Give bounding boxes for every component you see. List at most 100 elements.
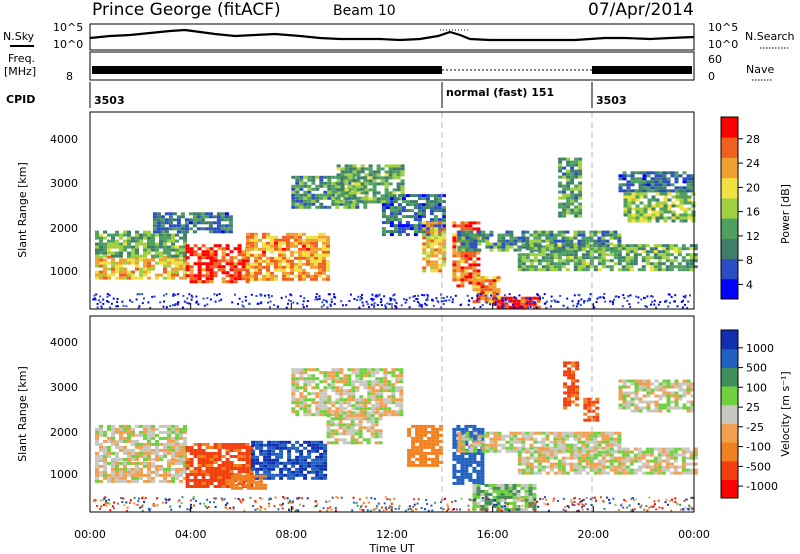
power-echo-cell (452, 272, 457, 276)
velocity-echo-cell (501, 446, 506, 450)
velocity-echo-cell (111, 430, 115, 434)
velocity-echo-cell (171, 451, 175, 455)
power-echo-cell (643, 216, 648, 220)
power-echo-cell (274, 277, 278, 281)
velocity-echo-cell (557, 450, 562, 454)
power-echo-cell (577, 239, 582, 243)
velocity-echo-cell (127, 448, 131, 452)
velocity-echo-cell (537, 465, 542, 469)
power-echo-cell (689, 259, 694, 263)
power-echo-cell (485, 236, 490, 240)
power-noise-cell (674, 294, 677, 297)
velocity-echo-cell (501, 443, 506, 447)
power-echo-cell (364, 179, 369, 183)
power-echo-cell (545, 259, 550, 263)
velocity-echo-cell (366, 438, 371, 442)
power-echo-cell (635, 207, 640, 211)
velocity-echo-cell (327, 386, 332, 390)
power-echo-cell (135, 261, 139, 265)
velocity-echo-cell (355, 407, 360, 411)
velocity-echo-cell (251, 458, 256, 462)
power-echo-cell (143, 248, 147, 252)
power-echo-cell (139, 273, 143, 277)
power-echo-cell (193, 262, 198, 266)
power-echo-cell (617, 262, 622, 266)
power-echo-cell (655, 192, 660, 196)
velocity-echo-cell (532, 486, 537, 490)
velocity-echo-cell (528, 483, 533, 487)
power-echo-cell (163, 251, 167, 255)
velocity-echo-cell (267, 446, 272, 450)
velocity-echo-cell (245, 449, 250, 452)
velocity-echo-cell (167, 427, 171, 431)
power-echo-cell (381, 209, 386, 213)
power-echo-cell (521, 262, 526, 266)
power-echo-cell (653, 247, 658, 251)
power-echo-cell (323, 175, 328, 179)
velocity-echo-cell (225, 473, 230, 476)
velocity-echo-cell (362, 414, 367, 418)
power-echo-cell (476, 291, 481, 295)
power-echo-cell (654, 171, 659, 175)
velocity-echo-cell (338, 432, 343, 436)
power-echo-cell (589, 230, 594, 234)
velocity-echo-cell (549, 453, 554, 457)
velocity-echo-cell (489, 437, 494, 441)
power-echo-cell (340, 188, 345, 192)
velocity-echo-cell (411, 439, 416, 443)
power-echo-cell (505, 239, 510, 243)
velocity-echo-cell (342, 441, 347, 445)
power-echo-cell (298, 268, 302, 272)
velocity-echo-cell (315, 407, 320, 411)
velocity-echo-cell (111, 427, 115, 431)
power-echo-cell (562, 208, 567, 212)
velocity-echo-cell (508, 507, 513, 511)
power-echo-cell (578, 202, 583, 206)
velocity-echo-cell (379, 383, 384, 387)
power-echo-cell (623, 213, 628, 217)
velocity-echo-cell (484, 483, 489, 487)
power-echo-cell (569, 242, 574, 246)
nsky-tick-high: 10^5 (53, 21, 83, 34)
power-echo-cell (655, 210, 660, 214)
velocity-echo-cell (107, 448, 111, 452)
power-echo-cell (441, 200, 446, 204)
power-echo-cell (123, 270, 127, 274)
velocity-echo-cell (255, 476, 260, 480)
velocity-echo-cell (435, 463, 440, 467)
power-echo-cell (658, 171, 663, 175)
power-echo-cell (417, 218, 422, 222)
power-noise-cell (622, 294, 625, 297)
power-echo-cell (430, 239, 435, 243)
power-echo-cell (413, 215, 418, 219)
velocity-echo-cell (185, 449, 190, 452)
velocity-echo-cell (217, 470, 222, 473)
velocity-echo-cell (541, 450, 546, 454)
velocity-echo-cell (395, 374, 400, 378)
power-echo-cell (258, 238, 262, 242)
power-echo-cell (693, 259, 698, 263)
power-echo-cell (246, 256, 250, 260)
power-echo-cell (433, 215, 438, 219)
velocity-echo-cell (532, 495, 537, 499)
velocity-echo-cell (561, 447, 566, 451)
power-noise-cell (670, 296, 673, 298)
power-echo-cell (131, 258, 135, 262)
power-echo-cell (384, 191, 389, 195)
power-echo-cell (254, 253, 258, 257)
power-echo-cell (209, 253, 214, 257)
power-echo-cell (143, 236, 147, 240)
power-echo-cell (464, 275, 469, 279)
power-echo-cell (468, 278, 473, 282)
power-echo-cell (662, 177, 667, 181)
velocity-echo-cell (427, 430, 432, 434)
velocity-echo-cell (370, 423, 375, 427)
power-echo-cell (409, 224, 414, 228)
power-echo-cell (315, 199, 320, 203)
power-echo-cell (392, 194, 397, 198)
velocity-echo-cell (315, 461, 320, 465)
power-noise-cell (451, 298, 454, 301)
power-echo-cell (123, 276, 127, 280)
power-echo-cell (452, 254, 457, 258)
power-echo-cell (654, 180, 659, 184)
